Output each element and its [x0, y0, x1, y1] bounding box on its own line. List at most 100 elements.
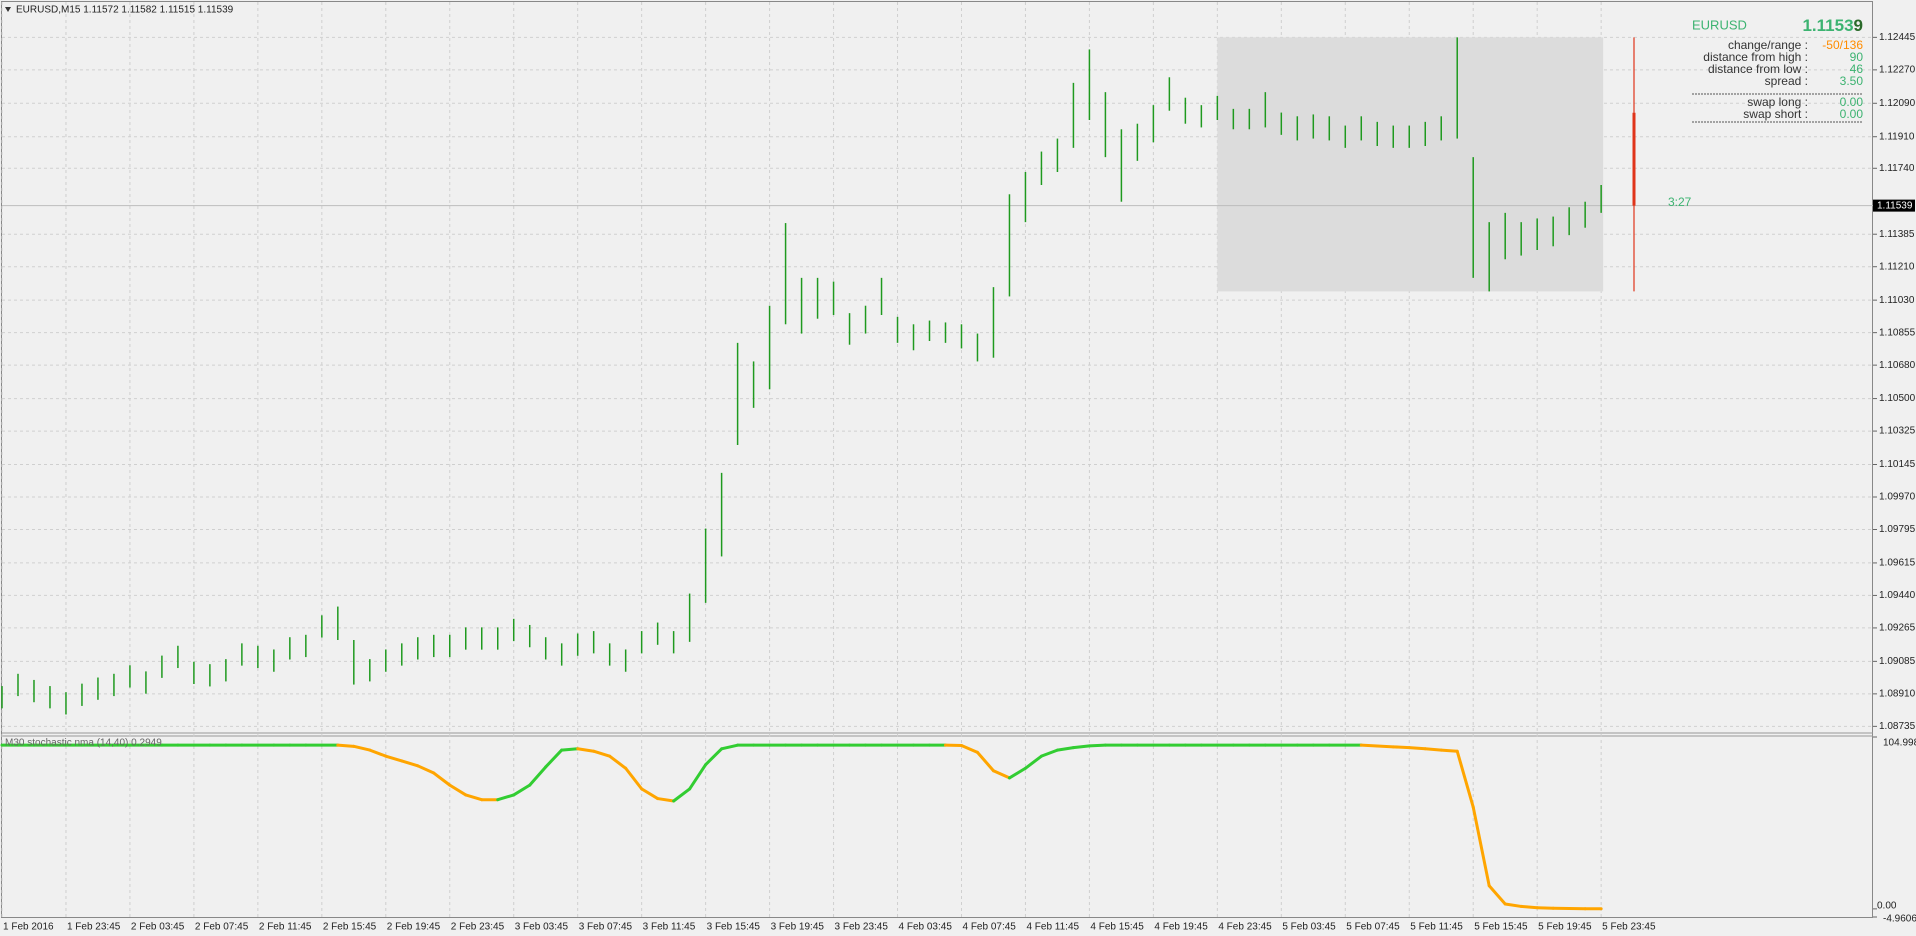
x-tick-label: 4 Feb 03:45 [899, 922, 953, 933]
x-tick-label: 2 Feb 11:45 [259, 922, 312, 933]
range-box [1217, 37, 1604, 292]
x-tick-label: 5 Feb 03:45 [1282, 922, 1336, 933]
y-tick-label: 1.10680 [1879, 360, 1916, 371]
indicator-segment [1007, 766, 1027, 780]
info-value: 3.50 [1840, 74, 1864, 88]
y-tick-label: -4.9606 [1883, 914, 1916, 925]
y-tick-label: 104.9981 [1883, 738, 1916, 749]
indicator-segment [1087, 743, 1107, 748]
info-label: change/range : [1728, 38, 1808, 52]
y-tick-label: 1.12445 [1879, 32, 1916, 43]
indicator-segment [1503, 902, 1523, 908]
indicator-segment [672, 787, 692, 803]
x-tick-label: 4 Feb 19:45 [1154, 922, 1208, 933]
y-tick-label: 1.08735 [1879, 721, 1916, 732]
info-label: distance from high : [1703, 50, 1808, 64]
y-tick-label: 1.09265 [1879, 623, 1916, 634]
info-label: swap short : [1743, 107, 1808, 121]
indicator-segment [959, 744, 979, 754]
indicator-segment [640, 787, 660, 801]
indicator-segment [352, 744, 372, 752]
indicator-segment [991, 769, 1011, 780]
x-tick-label: 4 Feb 23:45 [1218, 922, 1272, 933]
indicator-segment [448, 783, 468, 797]
x-tick-label: 3 Feb 11:45 [643, 922, 696, 933]
x-tick-label: 4 Feb 11:45 [1026, 922, 1079, 933]
indicator-segment [1439, 748, 1459, 753]
y-tick-label: 1.10500 [1879, 393, 1916, 404]
x-tick-label: 5 Feb 19:45 [1538, 922, 1592, 933]
indicator-segment [528, 765, 548, 787]
indicator-segment [544, 748, 564, 769]
indicator-segment [1071, 744, 1091, 750]
indicator-segment [1039, 748, 1059, 758]
indicator-segment [1423, 747, 1443, 752]
indicator-segment [512, 783, 532, 797]
indicator-segment [704, 747, 724, 767]
indicator-segment [720, 743, 740, 751]
indicator-segment [496, 793, 516, 802]
indicator-segment [624, 766, 644, 791]
indicator-segment [416, 764, 436, 775]
current-price-box [1873, 199, 1915, 212]
x-tick-label: 2 Feb 23:45 [451, 922, 505, 933]
indicator-segment [1471, 805, 1491, 888]
info-value: 46 [1850, 62, 1864, 76]
y-tick-label: 1.09795 [1879, 524, 1916, 535]
indicator-segment [432, 771, 452, 787]
y-tick-label: 1.11030 [1879, 295, 1915, 306]
chart-header: EURUSD,M15 1.11572 1.11582 1.11515 1.115… [16, 5, 234, 16]
indicator-segment [1391, 745, 1411, 750]
y-tick-label: 1.11210 [1879, 261, 1915, 272]
indicator-segment [592, 749, 612, 758]
x-tick-label: 4 Feb 15:45 [1090, 922, 1144, 933]
info-symbol: EURUSD [1692, 17, 1747, 32]
current-price-label: 1.11539 [1877, 200, 1913, 211]
info-label: swap long : [1747, 95, 1808, 109]
indicator-segment [400, 759, 420, 768]
x-tick-label: 2 Feb 03:45 [131, 922, 185, 933]
indicator-segment [336, 743, 356, 748]
x-tick-label: 2 Feb 07:45 [195, 922, 249, 933]
menu-arrow[interactable] [5, 7, 11, 12]
indicator-segment [368, 748, 388, 758]
y-tick-label: 1.08910 [1879, 688, 1916, 699]
y-tick-label: 1.11910 [1879, 131, 1915, 142]
indicator-segment [656, 797, 676, 803]
x-tick-label: 3 Feb 15:45 [707, 922, 761, 933]
y-tick-label: 0.00 [1877, 901, 1897, 912]
x-tick-label: 3 Feb 03:45 [515, 922, 569, 933]
x-tick-label: 4 Feb 07:45 [962, 922, 1016, 933]
info-value: 0.00 [1840, 107, 1864, 121]
indicator-segment [608, 754, 628, 770]
indicator-segment [576, 747, 596, 753]
x-tick-label: 5 Feb 11:45 [1410, 922, 1463, 933]
indicator-segment [1023, 754, 1043, 770]
y-tick-label: 1.10325 [1879, 426, 1916, 437]
indicator-segment [975, 750, 995, 773]
y-tick-label: 1.10145 [1879, 459, 1916, 470]
info-label: spread : [1765, 74, 1808, 88]
x-tick-label: 3 Feb 07:45 [579, 922, 633, 933]
x-tick-label: 1 Feb 23:45 [67, 922, 121, 933]
indicator-segment [1455, 749, 1475, 809]
x-tick-label: 3 Feb 23:45 [835, 922, 889, 933]
info-panel: change/range : -50/136 distance from high … [1692, 38, 1864, 123]
x-tick-label: 5 Feb 07:45 [1346, 922, 1400, 933]
info-value: 0.00 [1840, 95, 1864, 109]
x-tick-label: 2 Feb 15:45 [323, 922, 377, 933]
y-tick-label: 1.12270 [1879, 64, 1916, 75]
info-price: 1.11539 [1802, 16, 1863, 35]
indicator-segment [464, 793, 484, 802]
countdown: 3:27 [1668, 195, 1692, 209]
y-tick-label: 1.09085 [1879, 656, 1916, 667]
y-tick-label: 1.09970 [1879, 492, 1916, 503]
indicator-segment [1375, 744, 1395, 749]
indicator-title: M30 stochastic nma (14,40) 0.2949 [5, 738, 162, 749]
y-tick-label: 1.10855 [1879, 327, 1916, 338]
y-tick-label: 1.11740 [1879, 163, 1915, 174]
y-tick-label: 1.11385 [1879, 229, 1915, 240]
